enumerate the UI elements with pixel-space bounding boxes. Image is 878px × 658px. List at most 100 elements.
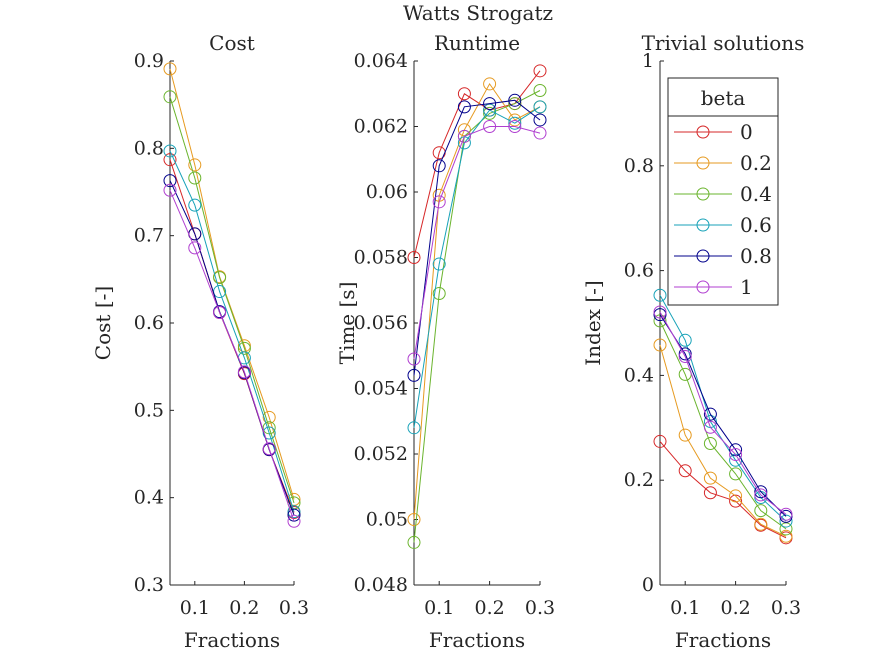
data-point bbox=[483, 103, 497, 117]
data-point bbox=[213, 271, 227, 285]
data-point bbox=[653, 288, 667, 302]
x-tick-label: 0.2 bbox=[720, 597, 750, 619]
series-line bbox=[413, 106, 541, 428]
x-axis-label: Fractions bbox=[184, 628, 280, 652]
data-point bbox=[508, 97, 522, 111]
series-1 bbox=[407, 120, 547, 366]
series-line bbox=[659, 311, 787, 515]
data-point bbox=[533, 126, 547, 140]
data-point bbox=[188, 158, 202, 172]
legend-label: 0 bbox=[740, 120, 753, 144]
y-tick-label: 0.8 bbox=[134, 137, 164, 159]
x-tick-label: 0.3 bbox=[279, 597, 309, 619]
data-point bbox=[457, 100, 471, 114]
y-axis-label: Index [-] bbox=[581, 280, 605, 365]
series-line bbox=[413, 90, 541, 543]
data-point bbox=[407, 368, 421, 382]
y-tick-label: 0.9 bbox=[134, 50, 164, 72]
data-point bbox=[779, 514, 793, 528]
series-0.2 bbox=[163, 62, 301, 506]
data-point bbox=[533, 83, 547, 97]
y-tick-label: 0.4 bbox=[134, 487, 164, 509]
data-point bbox=[262, 442, 276, 456]
data-point bbox=[163, 90, 177, 104]
data-point bbox=[779, 522, 793, 536]
series-0 bbox=[653, 434, 793, 545]
data-point bbox=[407, 421, 421, 435]
data-point bbox=[163, 183, 177, 197]
data-point bbox=[237, 341, 251, 355]
data-point bbox=[703, 486, 717, 500]
legend-title: beta bbox=[701, 86, 746, 110]
data-point bbox=[653, 305, 667, 319]
data-point bbox=[188, 241, 202, 255]
chart-panel-1: 0.3 0.4 0.5 0.6 0.7 0.8 0.9 0.1 0.2 0.3 Cost Fracti… bbox=[91, 31, 309, 652]
x-tick-label: 0.3 bbox=[771, 597, 801, 619]
data-point bbox=[508, 116, 522, 130]
legend-marker bbox=[696, 218, 710, 232]
series-line bbox=[169, 96, 295, 504]
y-tick-label: 0 bbox=[642, 574, 654, 596]
legend-marker bbox=[696, 156, 710, 170]
data-point bbox=[533, 100, 547, 114]
chart-panel-3: 0 0.2 0.4 0.6 0.8 1 0.1 0.2 0.3 Trivial solutions… bbox=[581, 31, 804, 652]
x-tick-label: 0.3 bbox=[525, 597, 555, 619]
x-tick-label: 0.2 bbox=[229, 597, 259, 619]
data-point bbox=[533, 113, 547, 127]
data-point bbox=[287, 505, 301, 519]
series-0.8 bbox=[653, 308, 793, 523]
y-tick-label: 0.06 bbox=[366, 181, 408, 203]
data-point bbox=[483, 120, 497, 133]
data-point bbox=[729, 467, 743, 481]
data-point bbox=[678, 464, 692, 478]
data-point bbox=[678, 347, 692, 361]
data-point bbox=[729, 448, 743, 462]
series-line bbox=[169, 180, 295, 516]
y-tick-label: 0.3 bbox=[134, 574, 164, 596]
data-point bbox=[729, 443, 743, 457]
data-point bbox=[432, 287, 446, 301]
y-tick-label: 0.048 bbox=[354, 574, 408, 596]
data-point bbox=[163, 153, 177, 167]
series-line bbox=[413, 99, 541, 376]
x-axis-label: Fractions bbox=[675, 628, 771, 652]
legend-marker bbox=[696, 280, 710, 294]
legend-label: 0.6 bbox=[740, 213, 772, 237]
y-tick-label: 0.4 bbox=[624, 364, 654, 386]
legend-marker bbox=[696, 187, 710, 201]
data-point bbox=[407, 352, 421, 366]
x-tick-label: 0.2 bbox=[474, 597, 504, 619]
data-point bbox=[432, 257, 446, 271]
data-point bbox=[407, 251, 421, 264]
chart-panel-2: 0.048 0.05 0.052 0.054 0.056 0.058 0.06 0.062 0.… bbox=[335, 31, 555, 652]
series-0 bbox=[163, 153, 301, 520]
data-point bbox=[729, 494, 743, 508]
series-line bbox=[169, 159, 295, 513]
series-1 bbox=[163, 183, 301, 528]
data-point bbox=[779, 529, 793, 543]
data-point bbox=[754, 485, 768, 499]
data-point bbox=[678, 333, 692, 347]
series-0 bbox=[407, 64, 547, 264]
chart-title: Runtime bbox=[434, 31, 520, 55]
data-point bbox=[163, 144, 177, 158]
series-line bbox=[413, 82, 541, 520]
data-point bbox=[237, 365, 251, 379]
y-axis-label: Time [s] bbox=[335, 282, 359, 365]
data-point bbox=[703, 407, 717, 421]
data-point bbox=[533, 64, 547, 78]
series-0.2 bbox=[407, 77, 547, 526]
series-line bbox=[169, 68, 295, 500]
y-tick-label: 0.2 bbox=[624, 469, 654, 491]
legend-label: 0.8 bbox=[740, 244, 772, 268]
data-point bbox=[653, 308, 667, 322]
data-point bbox=[262, 410, 276, 424]
y-tick-label: 0.8 bbox=[624, 155, 654, 177]
data-point bbox=[188, 198, 202, 212]
data-point bbox=[729, 489, 743, 503]
chart-title: Trivial solutions bbox=[642, 31, 805, 55]
legend-label: 0.4 bbox=[740, 182, 772, 206]
x-tick-label: 0.1 bbox=[424, 597, 454, 619]
data-point bbox=[483, 97, 497, 111]
